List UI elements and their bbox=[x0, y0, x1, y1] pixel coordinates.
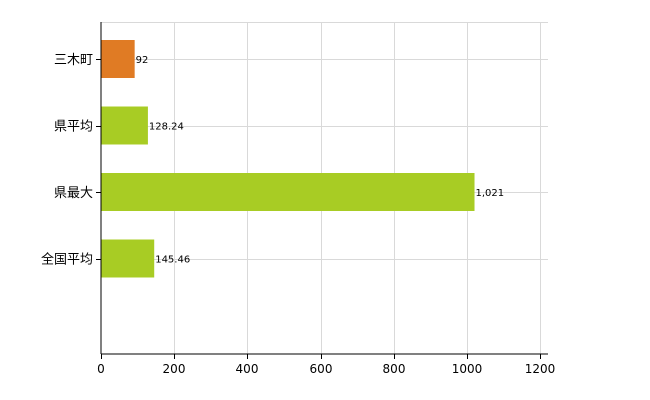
bar-value-label: 1,021 bbox=[476, 188, 505, 199]
bars bbox=[101, 40, 475, 278]
x-tick-label: 800 bbox=[383, 362, 406, 376]
y-category-label: 県平均 bbox=[54, 120, 93, 135]
data-labels: 92 128.24 1,021 145.46 bbox=[136, 55, 504, 266]
x-tick-label: 1000 bbox=[452, 362, 483, 376]
bar bbox=[101, 173, 475, 211]
bar-value-label: 145.46 bbox=[155, 255, 190, 266]
x-axis-ticks: 0 200 400 600 800 1000 1200 bbox=[97, 354, 555, 376]
bar-value-label: 92 bbox=[136, 55, 149, 66]
y-category-label: 全国平均 bbox=[41, 252, 93, 268]
y-category-label: 県最大 bbox=[54, 186, 93, 201]
bar bbox=[101, 239, 155, 278]
x-tick-label: 400 bbox=[236, 362, 259, 376]
x-tick-label: 200 bbox=[163, 362, 186, 376]
x-tick-label: 0 bbox=[97, 362, 105, 376]
bar bbox=[101, 40, 135, 78]
x-tick-label: 1200 bbox=[525, 362, 556, 376]
y-category-label: 三木町 bbox=[54, 53, 93, 68]
bar bbox=[101, 106, 148, 145]
bar-value-label: 128.24 bbox=[149, 122, 184, 133]
x-tick-label: 600 bbox=[310, 362, 333, 376]
axes bbox=[100, 22, 548, 355]
